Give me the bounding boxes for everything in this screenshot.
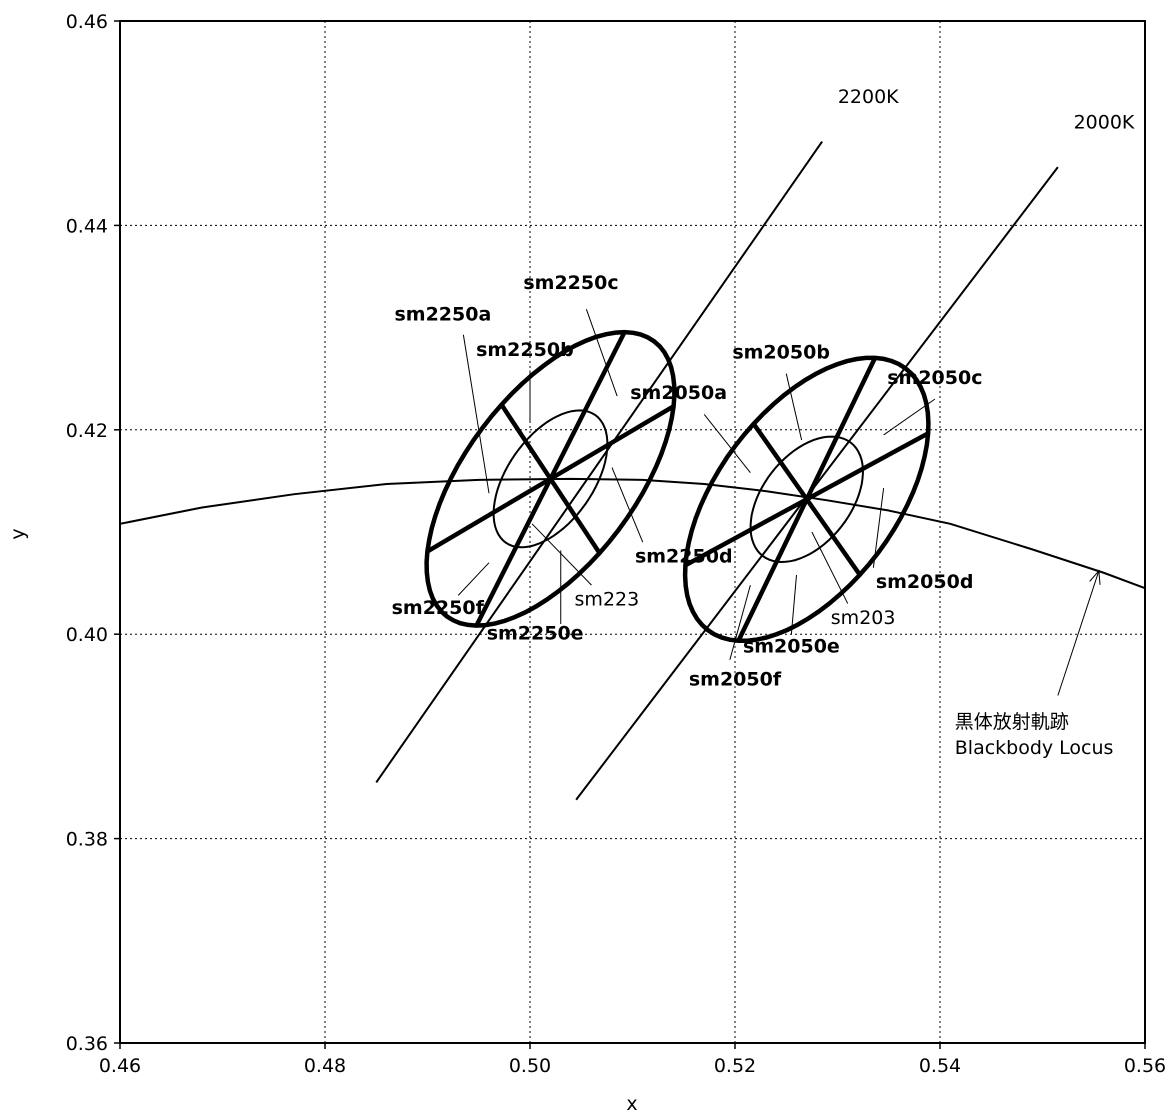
label-sm2050c: sm2050c — [887, 367, 982, 389]
x-tick-label: 0.46 — [99, 1055, 141, 1077]
label-sm2250b: sm2250b — [476, 339, 574, 361]
pointer-sm2250a — [462, 334, 490, 494]
blackbody-locus-line — [119, 477, 1146, 590]
y-tick-label: 0.46 — [66, 11, 108, 33]
axes: 0.46 0.48 0.50 0.52 0.54 0.56 0.36 0.38 0.40 0.42… — [66, 11, 1166, 1077]
grid-lines — [120, 21, 1145, 1043]
y-tick-label: 0.44 — [66, 215, 108, 237]
y-tick-label: 0.38 — [66, 829, 108, 851]
x-tick-label: 0.54 — [919, 1055, 961, 1077]
isotherm-label-2000K: 2000K — [1074, 111, 1135, 133]
label-sm2050f: sm2050f — [689, 668, 782, 690]
x-tick-label: 0.50 — [509, 1055, 551, 1077]
ellipse-sm203 — [749, 435, 864, 564]
label-sm2250a: sm2250a — [394, 303, 491, 325]
isotherm-label-2200K: 2200K — [838, 86, 899, 108]
pointer-sm2250f — [457, 562, 490, 596]
label-sm2250f: sm2250f — [392, 597, 485, 619]
label-sm2050a: sm2050a — [630, 382, 727, 404]
pointer-sm2050d — [872, 487, 885, 568]
label-sm2250d: sm2250d — [635, 546, 733, 568]
pointer-sm2050b — [785, 373, 803, 441]
pointer-sm223 — [531, 523, 592, 586]
label-sm2050d: sm2050d — [876, 571, 974, 593]
pointer-sm203 — [811, 531, 849, 604]
pointer-sm2050f — [729, 585, 751, 660]
x-tick-label: 0.48 — [304, 1055, 346, 1077]
x-tick-label: 0.56 — [1124, 1055, 1166, 1077]
plot-series — [119, 141, 1146, 801]
label-sm2250e: sm2250e — [487, 622, 584, 644]
pointer-sm2050a — [703, 414, 751, 474]
ellipse-sm2250 — [424, 329, 677, 628]
label-sm2050e: sm2050e — [743, 636, 840, 658]
sector-divider-sm2250 — [426, 404, 675, 554]
plot-frame — [119, 20, 1146, 1044]
label-sm2250c: sm2250c — [523, 272, 618, 294]
label-sm203: sm203 — [831, 607, 896, 629]
y-tick-label: 0.36 — [66, 1033, 108, 1055]
pointer-sm2050c — [883, 398, 936, 436]
ellipse-sm223 — [492, 409, 609, 549]
blackbody-arrow-head — [1089, 569, 1101, 585]
isotherm-line-2200K — [375, 141, 823, 783]
blackbody-label-jp: 黒体放射軌跡 — [955, 711, 1069, 733]
pointer-sm2250c — [585, 309, 618, 397]
y-axis-title: y — [7, 528, 29, 539]
blackbody-label-en: Blackbody Locus — [955, 737, 1114, 759]
ellipse-sm2050 — [682, 355, 931, 643]
pointer-sm2250d — [611, 467, 644, 543]
y-tick-label: 0.42 — [66, 420, 108, 442]
blackbody-arrow-shaft — [1057, 570, 1100, 696]
pointer-sm2050e — [790, 574, 797, 635]
x-tick-label: 0.52 — [714, 1055, 756, 1077]
annotations: sm2250a sm2250b sm2250c sm2250d sm2250esm225… — [392, 86, 1135, 759]
isotherm-line-2000K — [575, 166, 1059, 801]
x-axis-title: x — [626, 1093, 637, 1115]
label-sm223: sm223 — [575, 589, 640, 611]
y-tick-label: 0.40 — [66, 624, 108, 646]
label-sm2050b: sm2050b — [732, 341, 830, 363]
sector-divider-sm2050 — [684, 431, 930, 568]
